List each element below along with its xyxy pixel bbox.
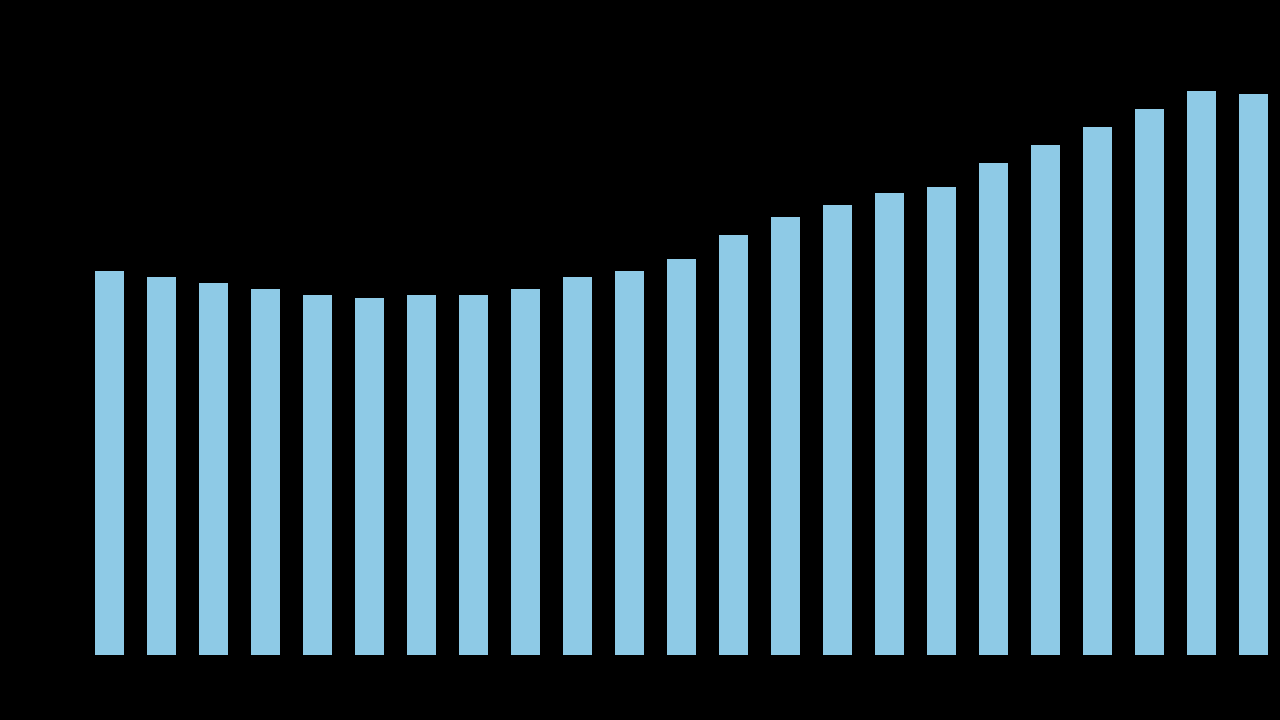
bar-8: [511, 289, 540, 655]
bar-15: [875, 193, 904, 655]
bar-16: [927, 187, 956, 655]
bar-5: [355, 298, 384, 655]
bar-11: [667, 259, 696, 655]
bar-9: [563, 277, 592, 655]
bar-19: [1083, 127, 1112, 655]
bar-4: [303, 295, 332, 655]
bar-18: [1031, 145, 1060, 655]
bar-chart: [95, 55, 1260, 655]
bar-22: [1239, 94, 1268, 655]
bar-12: [719, 235, 748, 655]
bar-7: [459, 295, 488, 655]
bar-17: [979, 163, 1008, 655]
bar-14: [823, 205, 852, 655]
bar-10: [615, 271, 644, 655]
bar-3: [251, 289, 280, 655]
bar-1: [147, 277, 176, 655]
bar-0: [95, 271, 124, 655]
bar-2: [199, 283, 228, 655]
bar-20: [1135, 109, 1164, 655]
bar-21: [1187, 91, 1216, 655]
bar-13: [771, 217, 800, 655]
bar-6: [407, 295, 436, 655]
